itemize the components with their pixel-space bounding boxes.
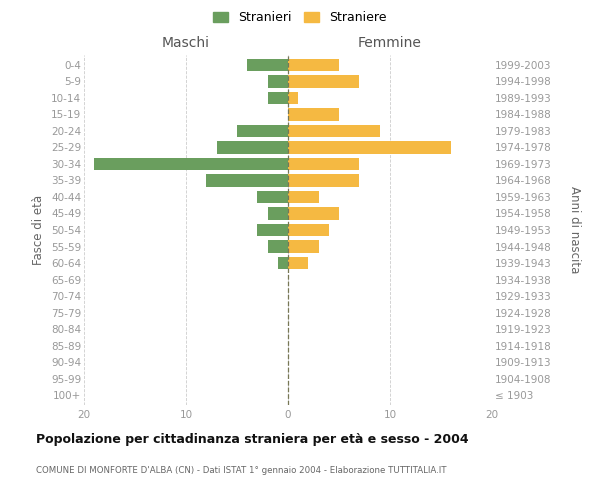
- Bar: [268, 75, 288, 88]
- Bar: [257, 224, 288, 236]
- Text: Femmine: Femmine: [358, 36, 422, 50]
- Bar: [288, 108, 339, 120]
- Bar: [206, 174, 288, 186]
- Bar: [288, 92, 298, 104]
- Text: Popolazione per cittadinanza straniera per età e sesso - 2004: Popolazione per cittadinanza straniera p…: [36, 432, 469, 446]
- Bar: [288, 208, 339, 220]
- Bar: [278, 257, 288, 269]
- Bar: [288, 174, 359, 186]
- Bar: [257, 191, 288, 203]
- Text: COMUNE DI MONFORTE D'ALBA (CN) - Dati ISTAT 1° gennaio 2004 - Elaborazione TUTTI: COMUNE DI MONFORTE D'ALBA (CN) - Dati IS…: [36, 466, 446, 475]
- Y-axis label: Fasce di età: Fasce di età: [32, 195, 46, 265]
- Legend: Stranieri, Straniere: Stranieri, Straniere: [208, 6, 392, 29]
- Bar: [288, 58, 339, 71]
- Bar: [288, 191, 319, 203]
- Bar: [288, 240, 319, 252]
- Y-axis label: Anni di nascita: Anni di nascita: [568, 186, 581, 274]
- Bar: [217, 142, 288, 154]
- Bar: [288, 257, 308, 269]
- Bar: [288, 142, 451, 154]
- Bar: [268, 240, 288, 252]
- Bar: [288, 224, 329, 236]
- Bar: [288, 125, 380, 137]
- Bar: [288, 75, 359, 88]
- Bar: [268, 208, 288, 220]
- Bar: [94, 158, 288, 170]
- Text: Maschi: Maschi: [162, 36, 210, 50]
- Bar: [247, 58, 288, 71]
- Bar: [237, 125, 288, 137]
- Bar: [288, 158, 359, 170]
- Bar: [268, 92, 288, 104]
